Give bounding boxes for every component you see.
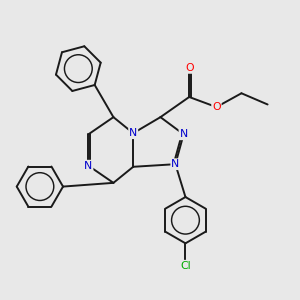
Text: O: O <box>185 63 194 73</box>
Text: N: N <box>171 159 179 169</box>
Text: Cl: Cl <box>180 261 191 271</box>
Text: N: N <box>84 161 92 171</box>
Text: N: N <box>129 128 137 138</box>
Text: N: N <box>179 129 188 139</box>
Text: O: O <box>212 102 221 112</box>
